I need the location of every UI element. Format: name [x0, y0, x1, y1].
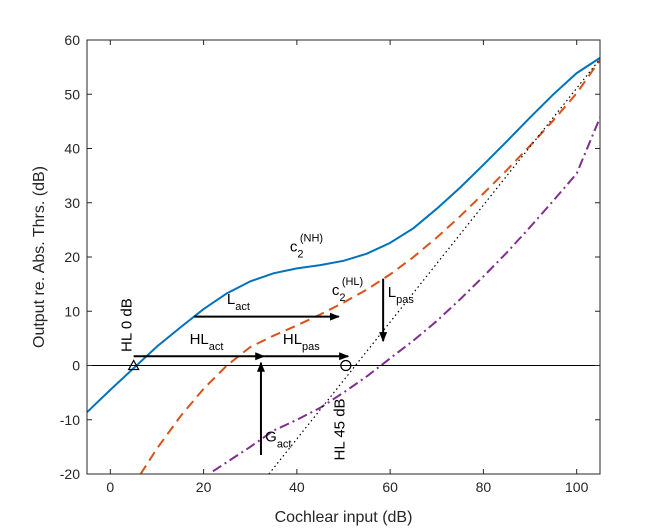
series-line-3 [268, 58, 600, 474]
y-tick-label: 60 [64, 32, 80, 48]
y-tick-label: 20 [64, 249, 80, 265]
triangle-marker [127, 359, 140, 371]
annotation-l-pas: Lpas [388, 284, 415, 306]
x-axis-title: Cochlear input (dB) [275, 509, 413, 526]
series-layer [87, 57, 600, 474]
x-tick-label: 40 [289, 479, 305, 495]
x-tick-label: 20 [196, 479, 212, 495]
y-tick-label: 30 [64, 195, 80, 211]
y-axis-title: Output re. Abs. Thrs. (dB) [31, 166, 48, 348]
annotation-hl-pas: HLpas [283, 331, 320, 353]
x-tick-label: 60 [382, 479, 398, 495]
plot-area [87, 40, 600, 474]
y-axis: -20 -10 0 10 20 30 40 50 60 [60, 32, 600, 482]
y-tick-label: 0 [72, 358, 80, 374]
marker-layer [127, 359, 352, 372]
series-line-2 [212, 117, 600, 473]
circle-marker [340, 359, 352, 372]
x-tick-label: 0 [106, 479, 114, 495]
annotation-hl-45db: HL 45 dB [331, 398, 348, 460]
annotation-hl-0db: HL 0 dB [118, 298, 135, 352]
annotation-g-act: Gact [265, 428, 291, 450]
annotation-c2-hl: c2(HL) [332, 276, 363, 304]
annotation-hl-act: HLact [190, 331, 224, 353]
y-tick-label: 10 [64, 303, 80, 319]
arrow-layer [133, 278, 388, 456]
annotation-l-act: Lact [227, 291, 250, 313]
series-line-1 [139, 59, 600, 474]
y-tick-label: -10 [60, 412, 80, 428]
y-tick-label: -20 [60, 466, 80, 482]
y-tick-label: 40 [64, 141, 80, 157]
x-tick-label: 80 [476, 479, 492, 495]
x-tick-label: 100 [565, 479, 589, 495]
annotation-c2-nh: c2(NH) [290, 233, 323, 261]
y-tick-label: 50 [64, 86, 80, 102]
x-axis: 0 20 40 60 80 100 [106, 40, 589, 495]
series-line-0 [87, 57, 600, 413]
